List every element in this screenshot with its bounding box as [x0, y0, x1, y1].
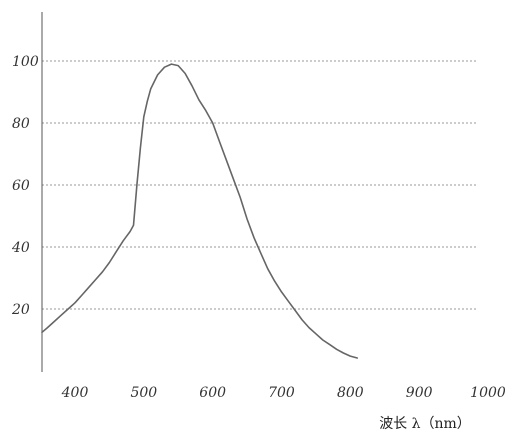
y-tick-labels: 20 40 60 80 100 — [11, 54, 39, 318]
x-tick-label: 600 — [199, 385, 226, 401]
gridlines — [42, 60, 478, 310]
y-tick-label: 100 — [12, 54, 39, 70]
x-tick-label: 500 — [130, 385, 157, 401]
y-tick-label: 60 — [12, 178, 30, 194]
x-tick-label: 800 — [337, 385, 364, 401]
x-tick-label: 900 — [406, 385, 433, 401]
x-tick-label: 700 — [268, 385, 295, 401]
x-tick-label: 400 — [61, 385, 89, 401]
x-tick-labels: 400 500 600 700 800 900 1000 — [61, 385, 506, 401]
x-axis-label: 波长 λ（nm） — [379, 416, 471, 432]
series-line — [41, 63, 358, 359]
y-tick-label: 80 — [12, 116, 30, 132]
x-tick-label: 1000 — [470, 385, 506, 401]
y-tick-label: 40 — [11, 240, 30, 256]
y-tick-label: 20 — [11, 302, 30, 318]
